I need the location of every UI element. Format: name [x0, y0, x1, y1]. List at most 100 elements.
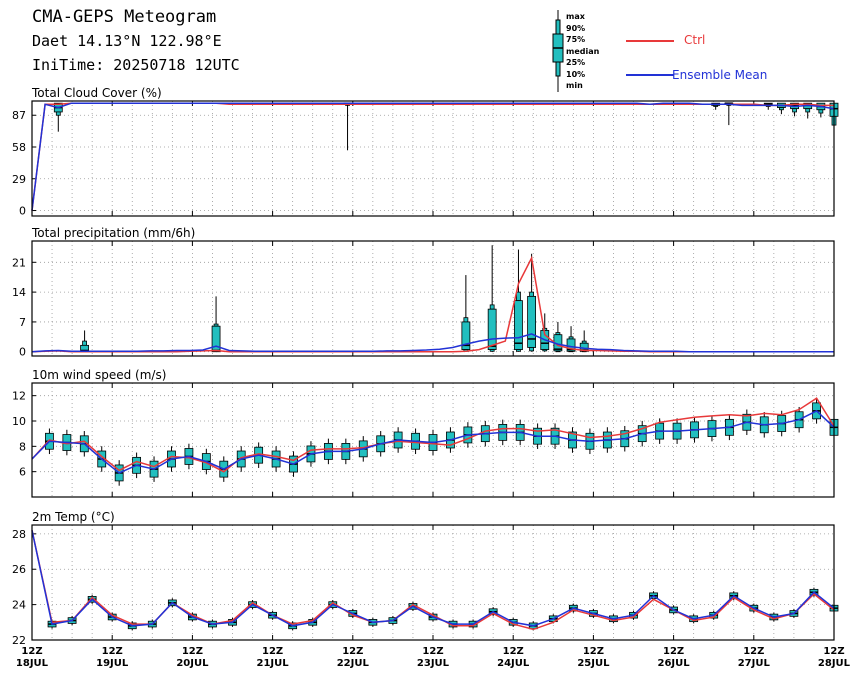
box-whisker	[211, 296, 221, 353]
box-whisker	[461, 275, 471, 352]
page-title: CMA-GEPS Meteogram	[32, 7, 217, 27]
ctrl-legend-line	[626, 40, 674, 42]
y-tick-label: 24	[12, 599, 26, 612]
box-iqr	[527, 295, 537, 348]
box-whisker	[553, 321, 563, 353]
x-tick-label: 12Z	[422, 646, 443, 657]
legend-label-median: median	[566, 46, 600, 56]
y-tick-label: 7	[19, 316, 26, 329]
box-lower-tail	[529, 347, 535, 352]
legend-label-75: 75%	[566, 35, 586, 44]
legend-label-25: 25%	[566, 58, 586, 67]
x-tick-label: 23JUL	[417, 658, 450, 669]
y-tick-label: 6	[19, 466, 26, 479]
box-lower-tail	[713, 104, 719, 107]
init-time-label: IniTime: 20250718 12UTC	[32, 56, 240, 74]
box-lower-tail	[792, 108, 797, 113]
y-tick-label: 21	[12, 256, 26, 269]
box-whisker	[343, 102, 352, 151]
box-upper-tail	[529, 291, 535, 297]
panel-temp: 2m Temp (°C) 22 24 26 28	[12, 510, 839, 647]
y-tick-label: 14	[12, 286, 26, 299]
box-whisker	[763, 102, 773, 110]
x-tick-label: 12Z	[21, 646, 42, 657]
panel-frame	[31, 524, 835, 641]
panel-wind: 10m wind speed (m/s) 6 8 10 12	[12, 368, 839, 498]
legend: max 90% 75% median 25% 10% min Ctrl Ense…	[548, 6, 848, 96]
x-tick-label: 25JUL	[577, 658, 610, 669]
box-upper-tail	[489, 304, 495, 310]
x-tick-label: 22JUL	[337, 658, 370, 669]
x-tick-label: 12Z	[823, 646, 844, 657]
ctrl-legend-label: Ctrl	[684, 33, 706, 47]
x-tick-label: 12Z	[583, 646, 604, 657]
y-tick-label: 0	[19, 205, 26, 218]
mean-series-line	[31, 102, 835, 211]
legend-label-min: min	[566, 81, 583, 90]
x-tick-label: 24JUL	[497, 658, 530, 669]
panel-cloud: Total Cloud Cover (%) 0 29 58 87	[12, 86, 839, 218]
box-iqr	[514, 300, 523, 351]
panel-title: 2m Temp (°C)	[32, 510, 115, 524]
mean-series-line	[31, 530, 835, 627]
x-tick-label: 12Z	[743, 646, 764, 657]
box-iqr	[487, 308, 497, 351]
box-whisker	[80, 330, 89, 353]
box-whisker	[487, 245, 497, 352]
legend-label-90: 90%	[566, 23, 586, 33]
panel-title: Total precipitation (mm/6h)	[31, 226, 195, 240]
ctrl-series-line	[31, 397, 835, 473]
x-tick-label: 21JUL	[257, 658, 290, 669]
boxplot-legend-icon	[552, 10, 564, 92]
x-tick-label: 18JUL	[16, 658, 49, 669]
mean-series-line	[31, 333, 834, 353]
box-upper-tail	[82, 340, 87, 346]
legend-box-labels: max 90% 75% median 25% 10% min	[566, 11, 599, 92]
box-whisker	[724, 102, 734, 126]
box-lower-tail	[489, 349, 495, 352]
x-tick-label: 19JUL	[96, 658, 129, 669]
y-tick-label: 22	[12, 634, 26, 647]
box-lower-tail	[779, 107, 784, 111]
mean-legend-line	[626, 74, 674, 76]
x-tick-label: 28JUL	[818, 658, 851, 669]
mean-series-line	[31, 409, 835, 474]
panel-title: Total Cloud Cover (%)	[31, 86, 162, 100]
box-upper-tail	[463, 317, 469, 323]
y-tick-label: 87	[12, 109, 26, 122]
x-tick-label: 12Z	[503, 646, 524, 657]
box-lower-tail	[55, 111, 61, 116]
box-upper-tail	[516, 291, 521, 302]
y-tick-label: 58	[12, 141, 26, 154]
box-lower-tail	[542, 349, 548, 352]
location-label: Daet 14.13°N 122.98°E	[32, 32, 222, 50]
box-lower-tail	[818, 109, 824, 114]
x-tick-label: 20JUL	[176, 658, 209, 669]
x-tick-label: 27JUL	[738, 658, 771, 669]
panel-frame	[31, 100, 835, 217]
y-tick-label: 10	[12, 415, 26, 428]
box-lower-tail	[805, 108, 811, 113]
y-tick-label: 29	[12, 173, 26, 186]
y-tick-label: 0	[19, 346, 26, 359]
x-tick-label: 12Z	[182, 646, 203, 657]
x-tick-label: 12Z	[262, 646, 283, 657]
y-tick-label: 12	[12, 390, 26, 403]
x-tick-label: 12Z	[663, 646, 684, 657]
box-lower-tail	[516, 349, 521, 352]
box-whisker	[527, 253, 537, 352]
legend-label-10: 10%	[566, 69, 586, 79]
x-tick-label: 12Z	[342, 646, 363, 657]
x-tick-label: 12Z	[102, 646, 123, 657]
mean-legend-label: Ensemble Mean	[672, 68, 768, 82]
box-iqr	[211, 325, 221, 353]
y-tick-label: 28	[12, 528, 26, 541]
panel-frame	[31, 240, 835, 357]
panel-frame	[31, 382, 835, 498]
panel-precip: Total precipitation (mm/6h) 0 7 14 21	[12, 226, 835, 359]
x-tick-label: 26JUL	[658, 658, 691, 669]
legend-label-max: max	[566, 12, 585, 21]
box-whisker	[514, 249, 523, 352]
y-tick-label: 26	[12, 563, 26, 576]
